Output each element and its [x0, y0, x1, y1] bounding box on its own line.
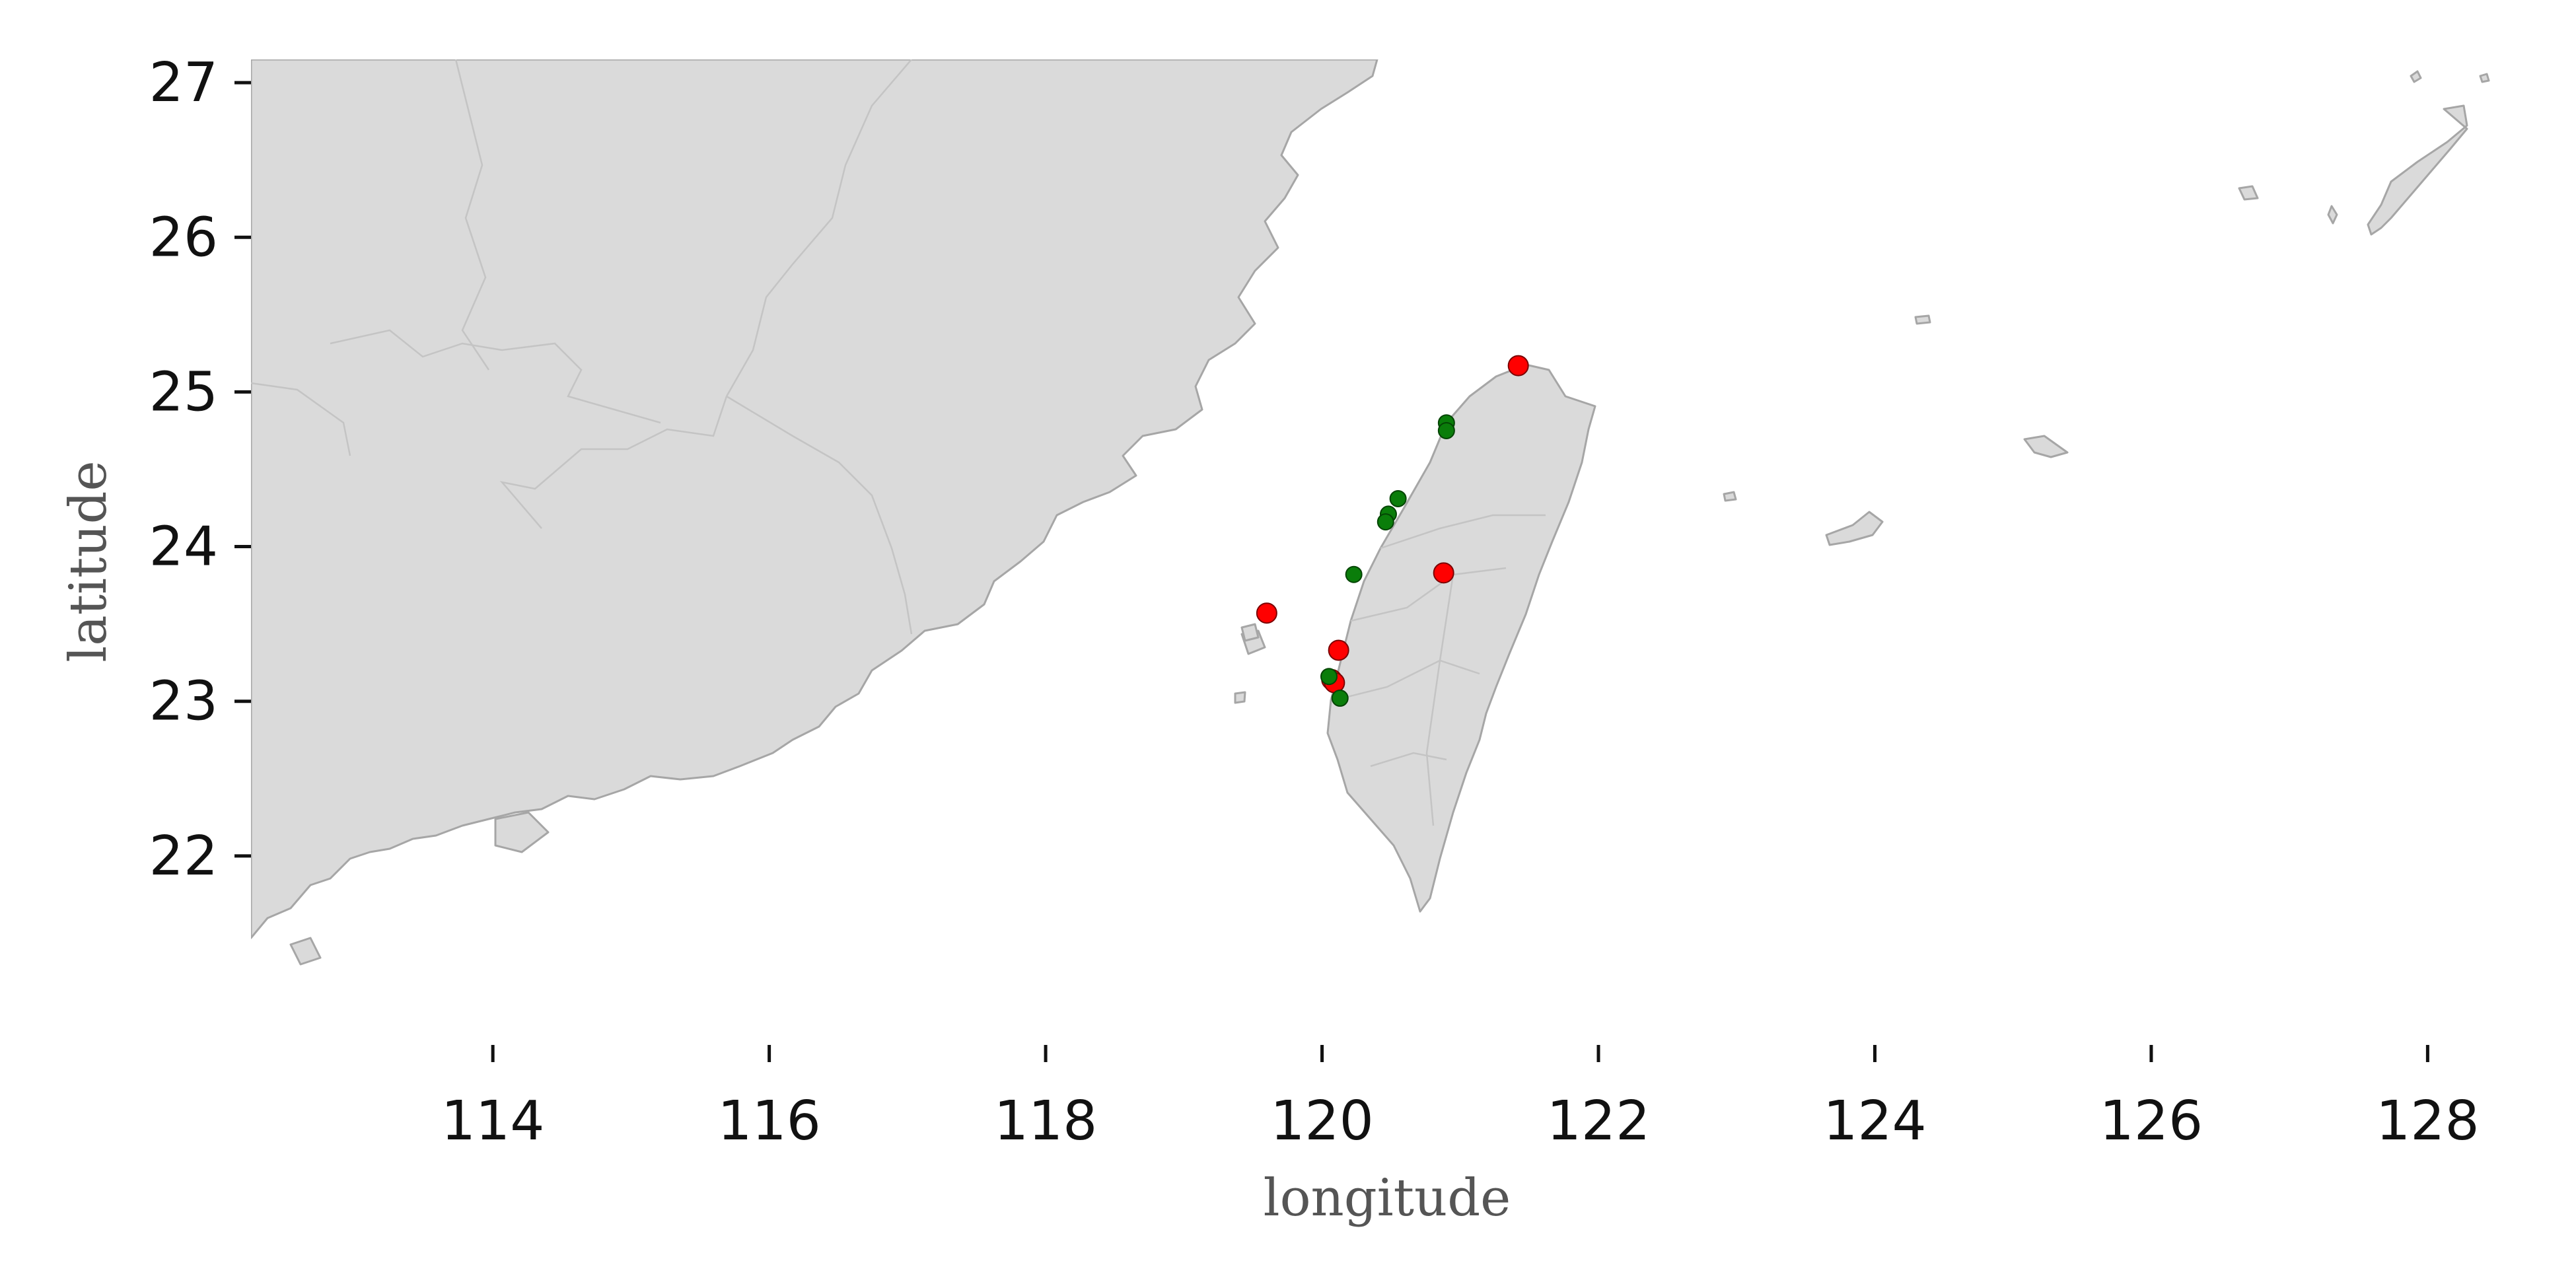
y-tick-label: 24	[149, 516, 218, 579]
green-point-1	[1437, 421, 1455, 439]
green-point-5	[1345, 565, 1363, 583]
red-point-0	[1507, 355, 1529, 376]
county-border	[1370, 752, 1447, 768]
red-point-2	[1256, 602, 1277, 624]
green-point-7	[1331, 690, 1349, 707]
x-tick-label: 128	[2376, 1090, 2480, 1153]
y-tick-label: 23	[149, 670, 218, 733]
mainland-landmass	[251, 59, 1378, 939]
y-tick-label: 27	[149, 52, 218, 114]
county-border	[1425, 574, 1454, 826]
green-point-2	[1389, 489, 1407, 507]
x-axis-label: longitude	[1264, 1168, 1511, 1228]
island	[2238, 185, 2259, 201]
green-point-4	[1377, 513, 1394, 531]
red-point-3	[1328, 639, 1349, 661]
y-tick-label: 25	[149, 361, 218, 423]
x-tick-label: 122	[1547, 1090, 1651, 1153]
data-points	[1256, 355, 1529, 707]
x-tick-label: 126	[2100, 1090, 2203, 1153]
x-axis: 114 116 118 120 122 124 126 128	[441, 1045, 2480, 1153]
county-border	[1334, 659, 1480, 701]
province-border	[251, 382, 351, 456]
island	[2023, 435, 2069, 458]
province-border	[330, 329, 661, 424]
island	[2327, 205, 2338, 225]
y-axis: 22 23 24 25 26 27	[149, 52, 251, 888]
green-point-6	[1320, 668, 1338, 686]
x-tick-label: 114	[441, 1090, 545, 1153]
province-border	[726, 395, 913, 635]
y-tick-label: 22	[149, 825, 218, 888]
island	[1240, 623, 1260, 642]
island	[289, 937, 322, 966]
x-tick-label: 120	[1270, 1090, 1374, 1153]
okinawa-island	[2367, 104, 2468, 236]
y-axis-label: latitude	[59, 460, 118, 662]
county-border	[1380, 514, 1546, 550]
island	[1723, 491, 1737, 502]
province-border	[499, 396, 728, 529]
x-tick-label: 118	[994, 1090, 1098, 1153]
island	[1825, 511, 1884, 546]
x-tick-label: 116	[717, 1090, 821, 1153]
basemap	[251, 59, 2490, 966]
island	[494, 811, 550, 853]
province-border	[454, 59, 490, 371]
island	[1234, 691, 1246, 704]
island	[2410, 70, 2422, 83]
red-point-1	[1433, 562, 1454, 584]
x-tick-label: 124	[1823, 1090, 1927, 1153]
y-tick-label: 26	[149, 206, 218, 269]
island	[1914, 314, 1931, 325]
province-border	[725, 59, 912, 397]
taiwan-island	[1326, 363, 1596, 913]
island	[2479, 73, 2490, 83]
county-border	[1350, 567, 1507, 622]
